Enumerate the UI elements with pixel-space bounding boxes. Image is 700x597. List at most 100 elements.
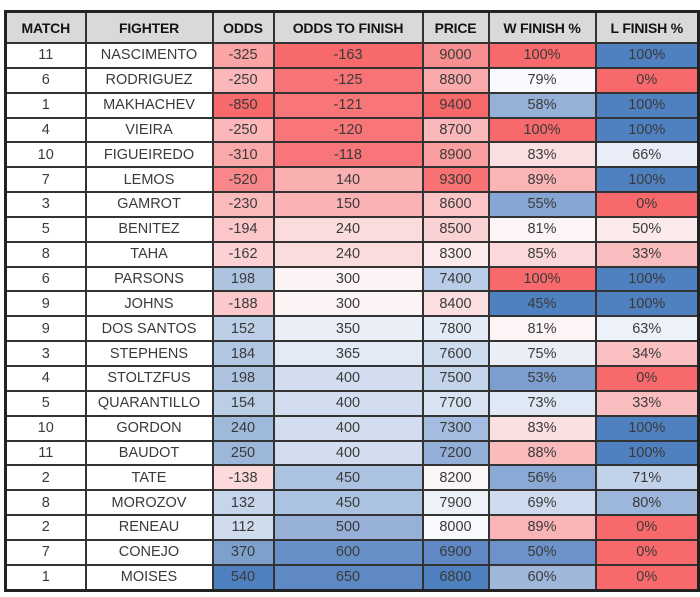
table-row: 9 DOS SANTOS 152 350 7800 81% 63% (4, 315, 700, 343)
cell-odds_to_finish: -118 (272, 141, 424, 169)
fight-odds-table: MATCH FIGHTER ODDS ODDS TO FINISH PRICE W FIN… (4, 10, 700, 592)
cell-odds: 540 (211, 563, 275, 592)
cell-price: 6800 (421, 563, 490, 592)
cell-l_finish: 100% (594, 91, 700, 119)
cell-odds_to_finish: 300 (272, 265, 424, 293)
table-row: 2 RENEAU 112 500 8000 89% 0% (4, 514, 700, 541)
cell-match: 8 (4, 240, 87, 268)
cell-w_finish: 100% (487, 265, 597, 293)
table-row: 2 TATE -138 450 8200 56% 71% (4, 464, 700, 492)
cell-w_finish: 100% (487, 42, 597, 69)
cell-odds_to_finish: 450 (272, 464, 424, 492)
table-row: 7 LEMOS -520 140 9300 89% 100% (4, 166, 700, 194)
cell-fighter: PARSONS (84, 265, 214, 293)
table-row: 11 BAUDOT 250 400 7200 88% 100% (4, 439, 700, 467)
cell-fighter: FIGUEIREDO (84, 141, 214, 169)
table-row: 7 CONEJO 370 600 6900 50% 0% (4, 538, 700, 566)
cell-fighter: MOROZOV (84, 489, 214, 517)
cell-odds_to_finish: 300 (272, 290, 424, 318)
column-header-l_finish: L FINISH % (594, 10, 700, 44)
cell-l_finish: 100% (594, 290, 700, 318)
cell-price: 8700 (421, 116, 490, 144)
cell-fighter: DOS SANTOS (84, 315, 214, 343)
cell-odds: 370 (211, 538, 275, 566)
cell-odds: 198 (211, 265, 275, 293)
cell-odds_to_finish: -163 (272, 42, 424, 69)
cell-match: 6 (4, 265, 87, 293)
cell-odds: -520 (211, 166, 275, 194)
cell-odds_to_finish: 350 (272, 315, 424, 343)
table-row: 1 MAKHACHEV -850 -121 9400 58% 100% (4, 91, 700, 119)
cell-fighter: RENEAU (84, 514, 214, 541)
cell-w_finish: 56% (487, 464, 597, 492)
cell-fighter: NASCIMENTO (84, 42, 214, 69)
cell-price: 8800 (421, 66, 490, 94)
table-body: 11 NASCIMENTO -325 -163 9000 100% 100% 6 RODRIGU… (4, 42, 700, 592)
cell-odds: -310 (211, 141, 275, 169)
column-header-odds: ODDS (211, 10, 275, 44)
cell-w_finish: 75% (487, 340, 597, 367)
cell-price: 9300 (421, 166, 490, 194)
cell-fighter: LEMOS (84, 166, 214, 194)
cell-fighter: TAHA (84, 240, 214, 268)
column-header-fighter: FIGHTER (84, 10, 214, 44)
cell-price: 7300 (421, 414, 490, 442)
cell-fighter: MAKHACHEV (84, 91, 214, 119)
cell-odds_to_finish: 500 (272, 514, 424, 541)
cell-odds: -325 (211, 42, 275, 69)
cell-odds: -138 (211, 464, 275, 492)
cell-odds_to_finish: -120 (272, 116, 424, 144)
cell-w_finish: 79% (487, 66, 597, 94)
cell-odds: 154 (211, 389, 275, 417)
cell-match: 3 (4, 340, 87, 367)
cell-l_finish: 100% (594, 265, 700, 293)
cell-match: 6 (4, 66, 87, 94)
cell-odds_to_finish: -121 (272, 91, 424, 119)
cell-w_finish: 69% (487, 489, 597, 517)
cell-odds_to_finish: 240 (272, 215, 424, 243)
cell-w_finish: 55% (487, 191, 597, 218)
cell-w_finish: 81% (487, 215, 597, 243)
cell-w_finish: 89% (487, 514, 597, 541)
table-row: 1 MOISES 540 650 6800 60% 0% (4, 563, 700, 592)
cell-price: 7600 (421, 340, 490, 367)
cell-w_finish: 100% (487, 116, 597, 144)
cell-w_finish: 73% (487, 389, 597, 417)
cell-price: 8500 (421, 215, 490, 243)
cell-match: 4 (4, 116, 87, 144)
cell-price: 8900 (421, 141, 490, 169)
cell-odds_to_finish: 450 (272, 489, 424, 517)
table-row: 6 RODRIGUEZ -250 -125 8800 79% 0% (4, 66, 700, 94)
cell-odds_to_finish: 400 (272, 439, 424, 467)
cell-l_finish: 0% (594, 538, 700, 566)
cell-w_finish: 88% (487, 439, 597, 467)
cell-odds_to_finish: 365 (272, 340, 424, 367)
table-row: 10 FIGUEIREDO -310 -118 8900 83% 66% (4, 141, 700, 169)
cell-fighter: STOLTZFUS (84, 364, 214, 392)
cell-price: 8400 (421, 290, 490, 318)
cell-odds: 112 (211, 514, 275, 541)
cell-w_finish: 58% (487, 91, 597, 119)
cell-w_finish: 85% (487, 240, 597, 268)
cell-fighter: STEPHENS (84, 340, 214, 367)
cell-price: 8000 (421, 514, 490, 541)
column-header-w_finish: W FINISH % (487, 10, 597, 44)
cell-w_finish: 83% (487, 141, 597, 169)
cell-odds_to_finish: -125 (272, 66, 424, 94)
table-row: 5 BENITEZ -194 240 8500 81% 50% (4, 215, 700, 243)
cell-price: 8300 (421, 240, 490, 268)
cell-odds: 240 (211, 414, 275, 442)
cell-l_finish: 63% (594, 315, 700, 343)
cell-l_finish: 100% (594, 42, 700, 69)
cell-fighter: VIEIRA (84, 116, 214, 144)
header-row: MATCH FIGHTER ODDS ODDS TO FINISH PRICE W FIN… (4, 10, 700, 44)
cell-match: 9 (4, 290, 87, 318)
cell-fighter: MOISES (84, 563, 214, 592)
cell-price: 7800 (421, 315, 490, 343)
cell-l_finish: 33% (594, 389, 700, 417)
cell-odds_to_finish: 400 (272, 389, 424, 417)
cell-match: 11 (4, 439, 87, 467)
cell-l_finish: 33% (594, 240, 700, 268)
cell-odds_to_finish: 140 (272, 166, 424, 194)
table-row: 9 JOHNS -188 300 8400 45% 100% (4, 290, 700, 318)
